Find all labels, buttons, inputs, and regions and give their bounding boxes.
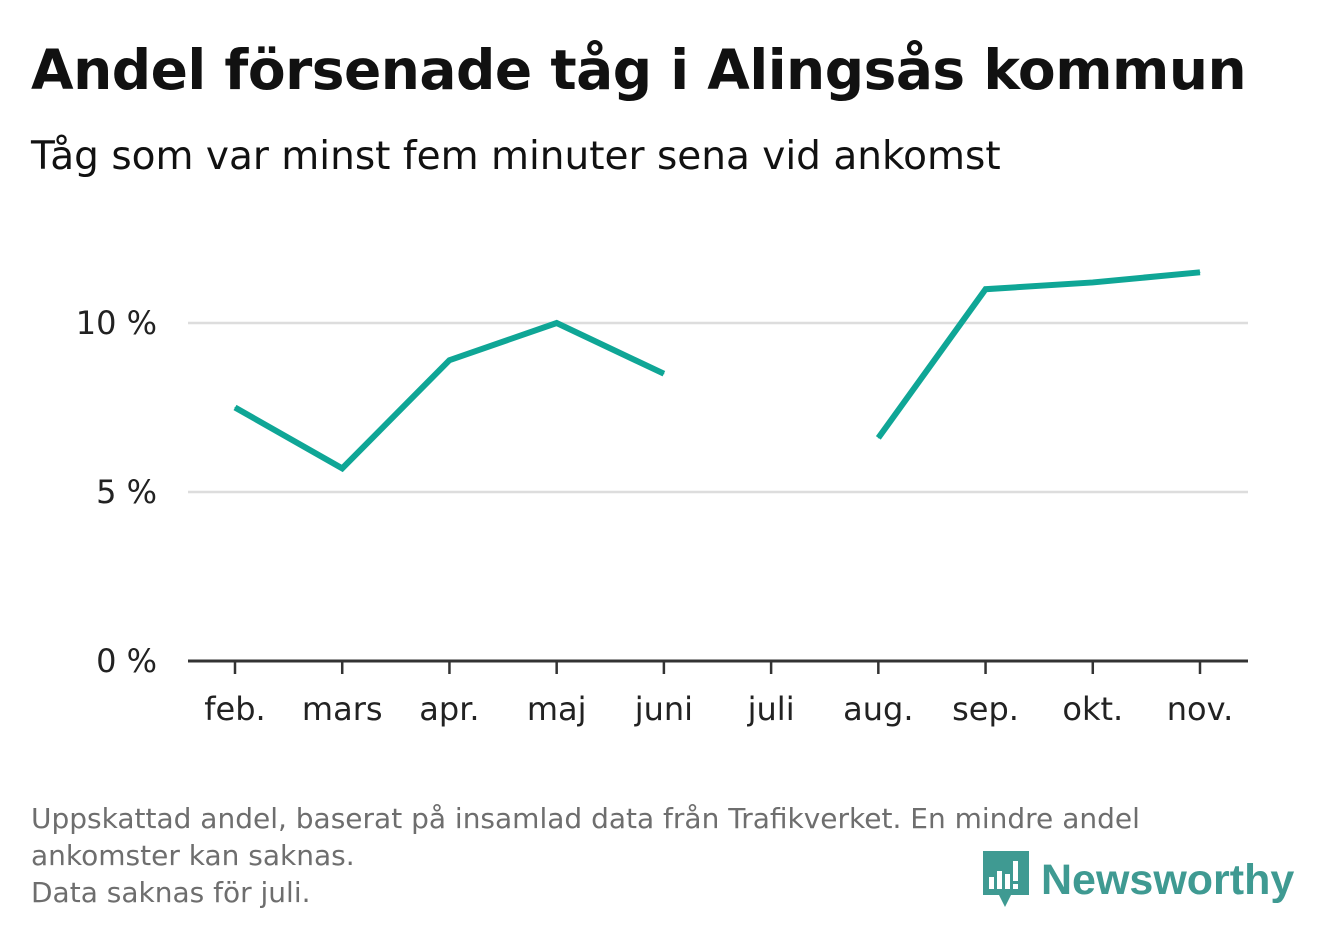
x-tick-label: mars	[302, 690, 383, 728]
data-point	[663, 373, 665, 375]
data-point	[985, 288, 987, 290]
data-point	[234, 407, 236, 408]
gridlines	[188, 321, 1248, 494]
x-tick-label: juni	[634, 690, 693, 728]
newsworthy-logo-icon	[983, 851, 1029, 907]
y-tick-label: 10 %	[76, 304, 157, 342]
brand-logo: Newsworthy	[981, 849, 1294, 911]
x-axis	[188, 659, 1248, 674]
footnote: Uppskattad andel, baserat på insamlad da…	[31, 800, 1281, 911]
series-line-segment	[875, 269, 1201, 440]
data-point	[556, 322, 558, 324]
x-tick-label: nov.	[1167, 690, 1233, 728]
chart-subtitle: Tåg som var minst fem minuter sena vid a…	[31, 134, 1001, 179]
data-point	[1092, 281, 1094, 283]
footnote-line-3: Data saknas för juli.	[31, 876, 311, 909]
y-axis-labels: 0 % 5 % 10 %	[76, 304, 157, 680]
series-lines	[233, 269, 1201, 473]
x-tick-label: aug.	[843, 690, 913, 728]
x-tick-label: sep.	[952, 690, 1019, 728]
data-point	[341, 467, 343, 469]
footnote-line-1: Uppskattad andel, baserat på insamlad da…	[31, 802, 1140, 835]
x-tick-label: okt.	[1062, 690, 1123, 728]
brand-name: Newsworthy	[1041, 855, 1295, 904]
y-tick-label: 5 %	[96, 473, 157, 511]
x-tick-label: juli	[747, 690, 795, 728]
data-point	[877, 437, 879, 439]
x-axis-labels: feb. mars apr. maj juni juli aug. sep. okt. nov.	[204, 690, 1233, 728]
chart-title: Andel försenade tåg i Alingsås kommun	[31, 38, 1247, 102]
series-line-segment	[233, 319, 666, 473]
x-tick-label: apr.	[419, 690, 479, 728]
x-tick-label: maj	[527, 690, 587, 728]
data-point	[448, 359, 450, 361]
line-chart: 0 % 5 % 10 % feb. mars apr. maj juni juli aug. se…	[76, 269, 1248, 728]
data-point	[1199, 271, 1201, 273]
footnote-line-2: ankomster kan saknas.	[31, 839, 355, 872]
y-tick-label: 0 %	[96, 642, 157, 680]
x-tick-label: feb.	[204, 690, 265, 728]
